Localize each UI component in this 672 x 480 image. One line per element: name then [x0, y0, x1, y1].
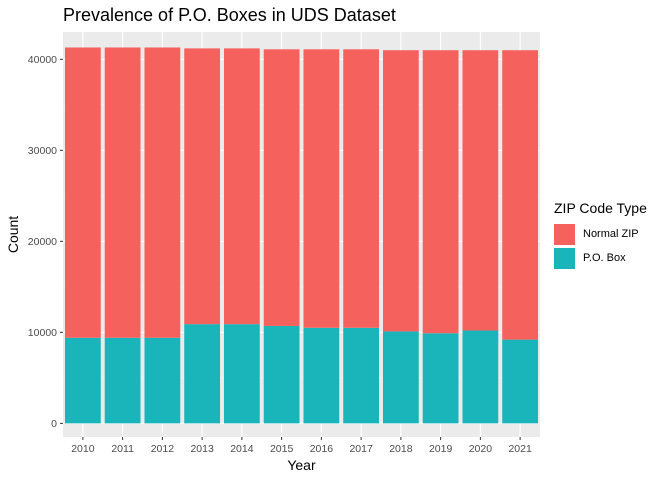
legend-key-normal-zip [554, 223, 575, 245]
x-tick-label: 2013 [190, 443, 214, 455]
x-tick-label: 2016 [310, 443, 334, 455]
bar-p-o-box-2011 [104, 337, 141, 424]
x-tick-label: 2012 [151, 443, 175, 455]
bar-normal-zip-2020 [462, 50, 499, 331]
bar-normal-zip-2010 [64, 47, 101, 338]
bar-p-o-box-2015 [263, 325, 300, 424]
x-axis: 2010 2011 2012 2013 2014 2015 2016 2017 2018 2019… [71, 437, 532, 455]
y-tick-label: 20000 [28, 236, 57, 248]
bar-normal-zip-2013 [184, 48, 221, 325]
legend-title: ZIP Code Type [554, 200, 647, 216]
bar-normal-zip-2012 [144, 47, 181, 338]
x-tick-label: 2017 [349, 443, 373, 455]
legend-item-po-box: P.O. Box [554, 246, 647, 270]
bar-normal-zip-2011 [104, 47, 141, 338]
legend-label-normal-zip: Normal ZIP [583, 228, 639, 240]
x-tick-label: 2021 [508, 443, 532, 455]
y-tick-label: 0 [51, 418, 57, 430]
x-tick-label: 2020 [469, 443, 493, 455]
y-tick-label: 10000 [28, 327, 57, 339]
x-tick-label: 2011 [111, 443, 134, 455]
bar-normal-zip-2016 [303, 49, 340, 328]
bar-normal-zip-2017 [343, 49, 380, 328]
legend-item-normal-zip: Normal ZIP [554, 222, 647, 246]
bar-p-o-box-2010 [64, 337, 101, 424]
bar-p-o-box-2016 [303, 327, 340, 424]
bar-normal-zip-2021 [502, 50, 539, 340]
bar-p-o-box-2017 [343, 327, 380, 424]
x-tick-label: 2014 [230, 443, 254, 455]
bar-p-o-box-2019 [422, 333, 459, 424]
chart-title: Prevalence of P.O. Boxes in UDS Dataset [63, 5, 396, 25]
legend-key-po-box [554, 247, 575, 269]
bar-normal-zip-2014 [223, 48, 260, 325]
bars [64, 47, 539, 424]
legend: ZIP Code Type Normal ZIP P.O. Box [554, 200, 647, 270]
bar-p-o-box-2012 [144, 337, 181, 424]
y-axis-label: Count [5, 216, 21, 253]
x-axis-label: Year [287, 457, 316, 473]
bar-p-o-box-2021 [502, 339, 539, 424]
bar-normal-zip-2018 [382, 50, 419, 332]
x-tick-label: 2010 [71, 443, 95, 455]
x-tick-label: 2015 [270, 443, 294, 455]
x-tick-label: 2018 [389, 443, 413, 455]
y-axis: 0 10000 20000 30000 40000 [28, 54, 63, 430]
bar-normal-zip-2019 [422, 50, 459, 334]
bar-p-o-box-2013 [184, 324, 221, 424]
y-tick-label: 40000 [28, 54, 57, 66]
bar-p-o-box-2020 [462, 330, 499, 424]
bar-normal-zip-2015 [263, 49, 300, 326]
bar-p-o-box-2014 [223, 324, 260, 424]
legend-label-po-box: P.O. Box [583, 252, 626, 264]
bar-p-o-box-2018 [382, 331, 419, 424]
y-tick-label: 30000 [28, 145, 57, 157]
plot-panel [63, 32, 540, 437]
x-tick-label: 2019 [429, 443, 453, 455]
